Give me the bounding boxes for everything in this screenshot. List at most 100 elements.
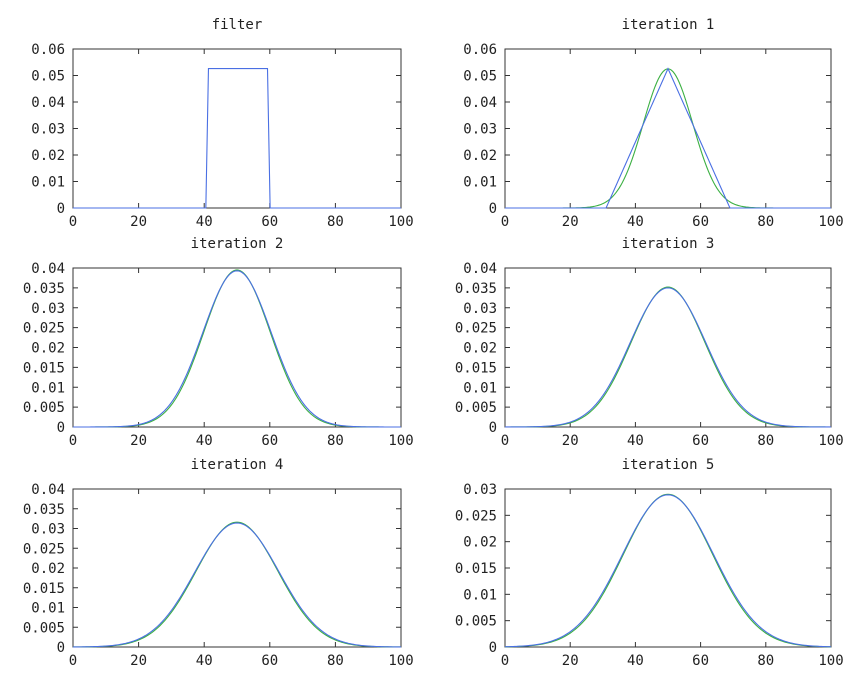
x-tick-label: 100: [388, 653, 413, 669]
x-tick-label: 40: [196, 214, 213, 230]
x-tick-label: 20: [130, 214, 147, 230]
y-tick-label: 0: [57, 640, 65, 656]
subplot-3: iteration 2 0 20 40 60 80 100 0 0.005 0.01 0.015 0.…: [23, 236, 414, 449]
y-tick-label: 0.035: [455, 281, 497, 297]
x-tick-label: 0: [69, 433, 77, 449]
plot-frame: [504, 267, 832, 428]
x-tick-label: 20: [130, 433, 147, 449]
subplot-5: iteration 4 0 20 40 60 80 100 0 0.005 0.01 0.015 0.…: [23, 457, 414, 669]
plot-frame: [504, 48, 832, 209]
x-tick-label: 20: [562, 214, 579, 230]
y-tick-label: 0.04: [31, 261, 65, 277]
plot-frame: [72, 48, 402, 209]
y-tick-label: 0.06: [463, 42, 497, 58]
y-tick-label: 0.03: [463, 301, 497, 317]
y-tick-label: 0.015: [23, 581, 65, 597]
y-tick-label: 0.01: [31, 380, 65, 396]
y-tick-label: 0.015: [455, 360, 497, 376]
subplot-1: filter 0 20 40 60 80 100 0 0.01 0.02 0.03 0.04 0.05 0…: [31, 17, 413, 230]
series-line-1: [73, 68, 401, 209]
y-tick-label: 0.005: [455, 614, 497, 630]
y-tick-label: 0: [57, 201, 65, 217]
y-tick-label: 0.01: [31, 175, 65, 191]
x-tick-label: 100: [818, 653, 843, 669]
series-line-1: [504, 493, 832, 648]
y-tick-label: 0.04: [463, 261, 497, 277]
y-tick-label: 0.05: [463, 69, 497, 85]
x-tick-label: 40: [627, 214, 644, 230]
y-tick-label: 0.01: [463, 380, 497, 396]
x-tick-label: 20: [130, 653, 147, 669]
y-tick-label: 0.02: [463, 341, 497, 357]
y-tick-label: 0.04: [463, 95, 497, 111]
x-tick-label: 20: [562, 653, 579, 669]
y-tick-label: 0: [489, 640, 497, 656]
y-tick-label: 0.025: [23, 321, 65, 337]
subplot-2: iteration 1 0 20 40 60 80 100 0 0.01 0.02 0.03 0.04…: [463, 17, 843, 230]
series-line-2: [504, 494, 832, 648]
y-tick-label: 0.03: [463, 122, 497, 138]
y-tick-label: 0.03: [31, 122, 65, 138]
x-tick-label: 40: [627, 653, 644, 669]
subplot-title: iteration 2: [191, 236, 284, 252]
x-tick-label: 40: [196, 433, 213, 449]
series-line-2: [73, 270, 401, 428]
y-tick-label: 0.01: [463, 175, 497, 191]
y-tick-label: 0.05: [31, 69, 65, 85]
y-tick-label: 0.015: [23, 360, 65, 376]
x-tick-label: 0: [69, 653, 77, 669]
x-tick-label: 80: [757, 653, 774, 669]
y-tick-label: 0.01: [31, 601, 65, 617]
y-tick-label: 0.005: [23, 400, 65, 416]
plot-frame: [72, 488, 402, 648]
series-line-1: [73, 269, 401, 428]
subplot-title: filter: [212, 17, 263, 33]
y-tick-label: 0.04: [31, 482, 65, 498]
subplot-6: iteration 5 0 20 40 60 80 100 0 0.005 0.01 0.015 0.…: [455, 457, 844, 669]
x-tick-label: 80: [757, 214, 774, 230]
x-tick-label: 0: [501, 653, 509, 669]
y-tick-label: 0.025: [23, 541, 65, 557]
y-tick-label: 0: [489, 201, 497, 217]
subplot-title: iteration 5: [622, 457, 715, 473]
series-line-1: [505, 68, 831, 209]
y-tick-label: 0.005: [23, 620, 65, 636]
y-tick-label: 0.02: [31, 341, 65, 357]
x-tick-label: 60: [261, 433, 278, 449]
x-tick-label: 100: [388, 214, 413, 230]
series-line-1: [505, 286, 831, 428]
y-tick-label: 0.02: [463, 535, 497, 551]
x-tick-label: 20: [562, 433, 579, 449]
subplot-title: iteration 3: [622, 236, 715, 252]
y-tick-label: 0.04: [31, 95, 65, 111]
x-tick-label: 60: [692, 214, 709, 230]
series-line-2: [72, 522, 402, 648]
x-tick-label: 100: [818, 214, 843, 230]
y-tick-label: 0.02: [31, 561, 65, 577]
y-tick-label: 0.01: [463, 587, 497, 603]
y-tick-label: 0.03: [31, 301, 65, 317]
subplot-title: iteration 4: [191, 457, 284, 473]
y-tick-label: 0.02: [31, 148, 65, 164]
y-tick-label: 0: [57, 420, 65, 436]
x-tick-label: 80: [327, 433, 344, 449]
x-tick-label: 80: [757, 433, 774, 449]
y-tick-label: 0.005: [455, 400, 497, 416]
y-tick-label: 0.03: [463, 482, 497, 498]
series-line-1: [72, 521, 402, 648]
x-tick-label: 0: [69, 214, 77, 230]
x-tick-label: 60: [692, 433, 709, 449]
subplot-title: iteration 1: [622, 17, 715, 33]
x-tick-label: 80: [327, 653, 344, 669]
x-tick-label: 100: [818, 433, 843, 449]
y-tick-label: 0.035: [23, 502, 65, 518]
y-tick-label: 0.02: [463, 148, 497, 164]
x-tick-label: 0: [501, 433, 509, 449]
x-tick-label: 100: [388, 433, 413, 449]
plot-frame: [504, 488, 832, 648]
x-tick-label: 60: [692, 653, 709, 669]
x-tick-label: 40: [627, 433, 644, 449]
plot-frame: [72, 267, 402, 428]
x-tick-label: 60: [261, 214, 278, 230]
x-tick-label: 80: [327, 214, 344, 230]
